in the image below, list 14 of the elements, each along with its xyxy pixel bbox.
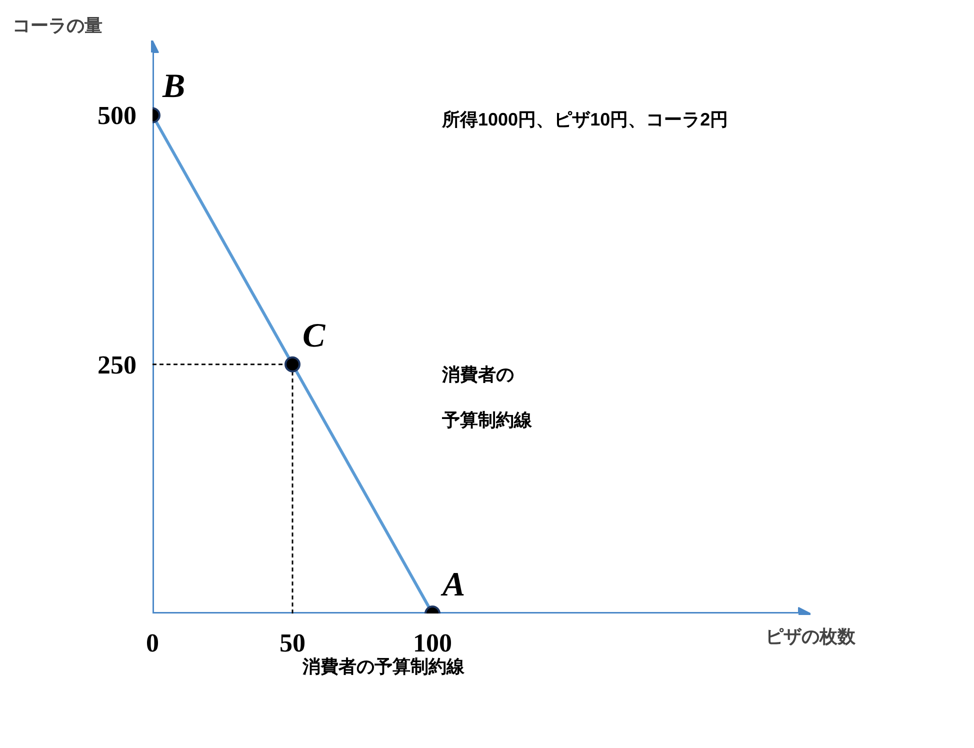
y-tick-label: 250 [98, 350, 136, 380]
x-axis-title: ピザの枚数 [766, 626, 856, 646]
x-tick-label: 50 [280, 628, 306, 658]
x-tick-label: 0 [146, 628, 159, 658]
annotation: A [440, 566, 466, 604]
y-axis-title: コーラの量 [12, 16, 102, 36]
annotation: C [302, 317, 326, 354]
x-tick-label: 100 [413, 628, 452, 658]
text: 消費者の予算制約線 [302, 656, 466, 676]
y-tick-label: 500 [98, 101, 136, 130]
annotation: 消費者の [441, 364, 514, 384]
annotation: 所得1000円、ピザ10円、コーラ2円 [441, 109, 728, 130]
annotation: 予算制約線 [441, 410, 534, 430]
annotation: B [162, 68, 186, 106]
